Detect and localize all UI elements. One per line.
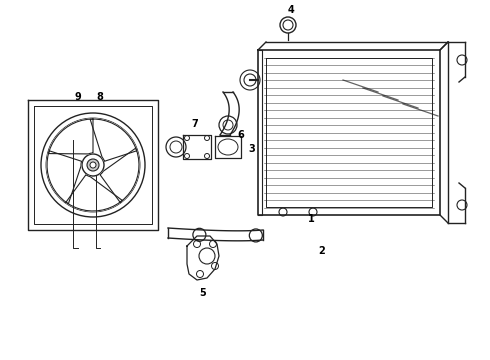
Text: 7: 7: [191, 119, 198, 129]
Circle shape: [87, 159, 99, 171]
Text: 3: 3: [248, 144, 255, 154]
Text: 2: 2: [318, 246, 325, 256]
Circle shape: [82, 154, 104, 176]
Polygon shape: [49, 119, 93, 154]
Text: 4: 4: [288, 5, 294, 15]
Polygon shape: [47, 151, 82, 204]
Text: 6: 6: [237, 130, 244, 140]
Text: 9: 9: [74, 92, 81, 102]
Polygon shape: [90, 119, 137, 161]
Polygon shape: [100, 148, 139, 202]
Text: 1: 1: [308, 214, 315, 224]
Polygon shape: [66, 175, 122, 211]
Text: 8: 8: [96, 92, 103, 102]
Circle shape: [90, 162, 96, 168]
Text: 5: 5: [199, 288, 206, 298]
